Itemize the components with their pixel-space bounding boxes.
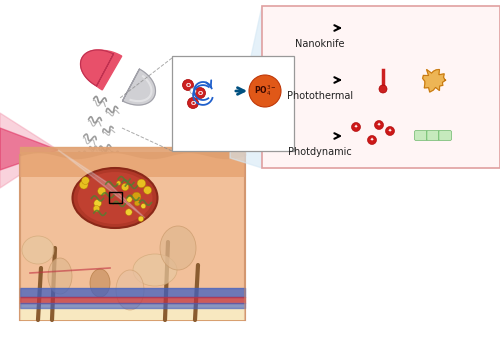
Circle shape [359,79,371,91]
FancyBboxPatch shape [262,6,500,168]
Circle shape [138,216,143,222]
Circle shape [141,204,146,209]
Circle shape [137,179,145,188]
Ellipse shape [78,172,152,224]
Circle shape [190,88,196,94]
Circle shape [350,70,366,86]
Polygon shape [270,67,292,93]
Circle shape [374,121,384,130]
Circle shape [338,81,342,85]
Text: Bacillus: Bacillus [356,110,402,122]
Circle shape [188,97,198,108]
Circle shape [352,122,360,131]
FancyBboxPatch shape [350,18,378,33]
Ellipse shape [48,258,72,294]
FancyBboxPatch shape [426,131,440,140]
Text: E.coli: E.coli [356,49,388,63]
Circle shape [116,181,121,185]
Ellipse shape [22,236,54,264]
Circle shape [363,66,377,80]
FancyBboxPatch shape [328,48,356,63]
Circle shape [126,197,132,202]
FancyBboxPatch shape [414,131,428,140]
Text: PO$_4^{3-}$: PO$_4^{3-}$ [254,83,276,98]
Polygon shape [0,113,58,188]
Ellipse shape [72,168,158,228]
Polygon shape [230,6,262,168]
Circle shape [122,183,128,191]
Circle shape [94,205,100,212]
Text: BP: BP [356,21,371,34]
FancyBboxPatch shape [20,302,246,320]
Text: Nanoknife: Nanoknife [295,39,345,49]
Circle shape [333,77,351,95]
Circle shape [132,192,141,201]
FancyBboxPatch shape [172,56,294,151]
Text: ✦: ✦ [388,129,392,134]
Circle shape [94,199,102,207]
Text: Photdynamic: Photdynamic [288,147,352,157]
Text: ✦: ✦ [377,122,381,127]
Circle shape [182,79,194,91]
Text: S. aureus: S. aureus [356,79,411,92]
Text: O: O [198,91,202,96]
Circle shape [362,82,364,84]
Circle shape [354,74,358,77]
FancyBboxPatch shape [20,155,246,320]
Polygon shape [422,69,446,92]
Polygon shape [58,150,145,218]
FancyBboxPatch shape [20,152,246,177]
FancyBboxPatch shape [420,21,448,35]
Polygon shape [276,74,292,86]
Circle shape [366,69,370,72]
Ellipse shape [116,270,144,310]
Circle shape [368,135,376,145]
Circle shape [144,186,152,194]
Circle shape [82,177,89,184]
Polygon shape [270,15,292,41]
Circle shape [379,85,387,93]
Polygon shape [276,130,292,142]
Text: ✦: ✦ [370,137,374,142]
Circle shape [126,209,132,216]
FancyBboxPatch shape [438,131,452,140]
Text: Photothermal: Photothermal [287,91,353,101]
Polygon shape [80,50,114,86]
Text: O: O [190,101,196,106]
Circle shape [249,75,281,107]
Ellipse shape [133,254,177,286]
FancyBboxPatch shape [351,127,377,139]
Circle shape [134,200,140,206]
Polygon shape [276,22,292,34]
Circle shape [386,126,394,135]
Ellipse shape [160,226,196,270]
Circle shape [98,187,106,195]
Circle shape [194,87,205,98]
Ellipse shape [90,269,110,297]
Circle shape [80,180,88,189]
FancyBboxPatch shape [329,110,355,122]
Polygon shape [84,50,122,90]
Polygon shape [0,128,58,170]
Text: ✦: ✦ [354,125,358,130]
Polygon shape [270,123,292,149]
Polygon shape [122,69,156,105]
Text: O: O [186,82,190,87]
